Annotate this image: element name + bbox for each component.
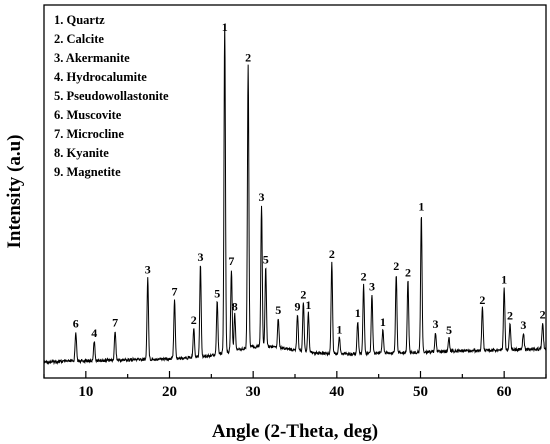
peak-label: 1 bbox=[380, 315, 386, 329]
legend-item: 3. Akermanite bbox=[54, 51, 130, 65]
x-tick-label: 20 bbox=[162, 384, 177, 400]
peak-label: 3 bbox=[369, 279, 375, 293]
peak-label: 2 bbox=[329, 247, 335, 261]
peak-label: 7 bbox=[228, 254, 234, 268]
peak-label: 1 bbox=[336, 323, 342, 337]
legend-item: 4. Hydrocalumite bbox=[54, 70, 147, 84]
peak-label: 3 bbox=[433, 317, 439, 331]
peak-label: 2 bbox=[507, 309, 513, 323]
x-axis-label: Angle (2-Theta, deg) bbox=[212, 421, 378, 442]
peak-label: 8 bbox=[232, 299, 238, 313]
peak-label: 2 bbox=[393, 259, 399, 273]
peak-label: 1 bbox=[501, 273, 507, 287]
x-tick-label: 40 bbox=[329, 384, 344, 400]
x-tick-label: 60 bbox=[497, 384, 512, 400]
peak-label: 2 bbox=[405, 265, 411, 279]
pattern-curve bbox=[43, 24, 547, 366]
peak-label: 3 bbox=[259, 190, 265, 204]
y-axis-label: Intensity (a.u) bbox=[4, 134, 25, 248]
peak-label: 5 bbox=[446, 323, 452, 337]
peak-label: 3 bbox=[145, 262, 151, 276]
peak-label: 7 bbox=[112, 316, 118, 330]
peak-label: 7 bbox=[172, 284, 178, 298]
peak-label: 9 bbox=[295, 299, 301, 313]
peak-label: 1 bbox=[355, 306, 361, 320]
peak-label: 2 bbox=[245, 51, 251, 65]
legend-item: 5. Pseudowollastonite bbox=[54, 89, 169, 103]
peak-label: 1 bbox=[418, 199, 424, 213]
plot-frame bbox=[43, 4, 547, 379]
peak-label: 2 bbox=[361, 270, 367, 284]
peak-label: 3 bbox=[197, 250, 203, 264]
peak-label: 3 bbox=[520, 318, 526, 332]
peak-label: 2 bbox=[300, 287, 306, 301]
peak-label: 1 bbox=[222, 20, 228, 34]
peak-label: 2 bbox=[540, 308, 546, 322]
legend-item: 6. Muscovite bbox=[54, 108, 122, 122]
x-tick-label: 50 bbox=[413, 384, 428, 400]
peak-label: 5 bbox=[214, 287, 220, 301]
peak-label: 1 bbox=[305, 298, 311, 312]
x-tick-label: 10 bbox=[78, 384, 93, 400]
x-tick-label: 30 bbox=[246, 384, 261, 400]
legend-item: 8. Kyanite bbox=[54, 146, 109, 160]
legend-item: 7. Microcline bbox=[54, 127, 124, 141]
peak-label: 4 bbox=[91, 326, 97, 340]
peak-label: 5 bbox=[275, 303, 281, 317]
legend-item: 9. Magnetite bbox=[54, 165, 121, 179]
x-axis-ticks: 10 20 30 40 50 60 bbox=[43, 371, 547, 400]
xrd-pattern-line bbox=[43, 24, 547, 366]
peak-label: 2 bbox=[479, 293, 485, 307]
legend-item: 1. Quartz bbox=[54, 13, 105, 27]
peak-label: 2 bbox=[191, 313, 197, 327]
legend: 1. Quartz 2. Calcite 3. Akermanite 4. Hydro… bbox=[54, 13, 169, 179]
peak-label: 6 bbox=[73, 317, 79, 331]
peak-label: 5 bbox=[263, 253, 269, 267]
legend-item: 2. Calcite bbox=[54, 32, 104, 46]
